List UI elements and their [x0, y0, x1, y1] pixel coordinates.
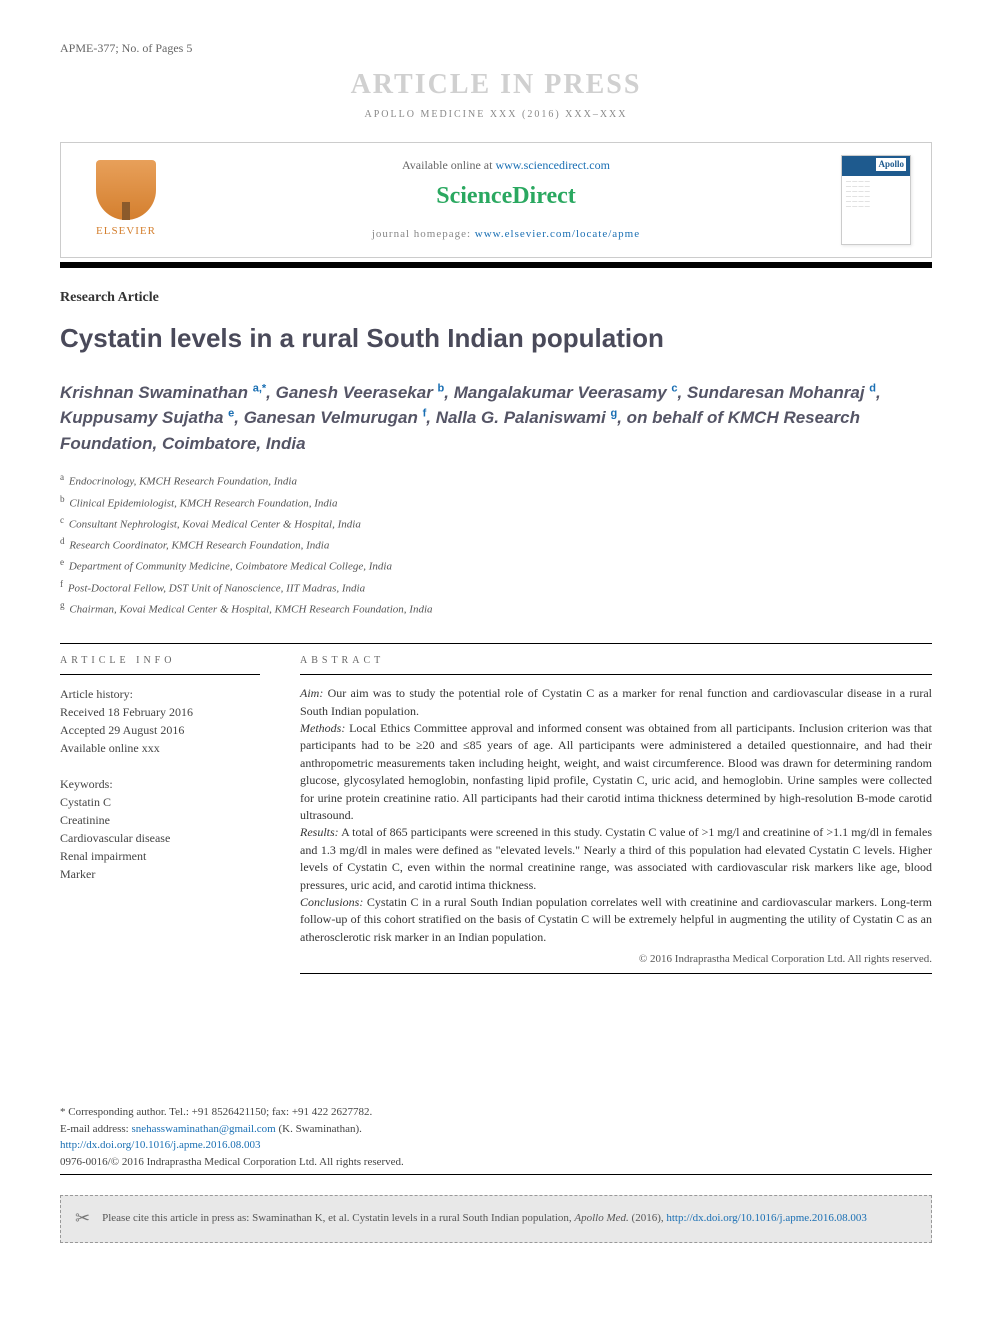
divider: [60, 1174, 932, 1175]
available-date: Available online xxx: [60, 739, 260, 757]
journal-cover-thumbnail: Apollo — — — —— — — —— — — —— — — —— — —…: [841, 155, 911, 245]
elsevier-tree-icon: [96, 160, 156, 220]
issn-copyright: 0976-0016/© 2016 Indraprastha Medical Co…: [60, 1154, 932, 1171]
citation-text: Please cite this article in press as: Sw…: [102, 1212, 574, 1224]
results-label: Results:: [300, 825, 339, 839]
keyword-item: Cardiovascular disease: [60, 829, 260, 847]
doi-link[interactable]: http://dx.doi.org/10.1016/j.apme.2016.08…: [60, 1139, 261, 1151]
email-label: E-mail address:: [60, 1123, 131, 1135]
keywords-label: Keywords:: [60, 775, 260, 793]
publisher-header: ELSEVIER Available online at www.science…: [60, 142, 932, 258]
journal-reference: APOLLO MEDICINE XXX (2016) XXX–XXX: [60, 108, 932, 122]
aim-label: Aim:: [300, 686, 323, 700]
journal-homepage: journal homepage: www.elsevier.com/locat…: [171, 227, 841, 242]
article-info-heading: ARTICLE INFO: [60, 654, 260, 668]
abstract-heading: ABSTRACT: [300, 654, 932, 668]
keyword-item: Renal impairment: [60, 847, 260, 865]
footer-block: * Corresponding author. Tel.: +91 852642…: [60, 1104, 932, 1175]
affiliation-item: e Department of Community Medicine, Coim…: [60, 555, 932, 576]
abstract-body: Aim: Our aim was to study the potential …: [300, 685, 932, 946]
article-title: Cystatin levels in a rural South Indian …: [60, 320, 932, 356]
article-type: Research Article: [60, 288, 932, 308]
aim-text: Our aim was to study the potential role …: [300, 686, 932, 717]
affiliation-item: d Research Coordinator, KMCH Research Fo…: [60, 534, 932, 555]
divider-bar: [60, 262, 932, 268]
scissors-icon: ✂: [75, 1206, 90, 1231]
cover-brand: Apollo: [876, 158, 906, 171]
citation-doi-link[interactable]: http://dx.doi.org/10.1016/j.apme.2016.08…: [666, 1212, 867, 1224]
methods-text: Local Ethics Committee approval and info…: [300, 721, 932, 822]
affiliations-list: a Endocrinology, KMCH Research Foundatio…: [60, 470, 932, 619]
authors-list: Krishnan Swaminathan a,*, Ganesh Veerase…: [60, 380, 932, 457]
affiliation-item: g Chairman, Kovai Medical Center & Hospi…: [60, 598, 932, 619]
divider: [60, 643, 932, 644]
results-text: A total of 865 participants were screene…: [300, 825, 932, 891]
homepage-link[interactable]: www.elsevier.com/locate/apme: [475, 228, 640, 240]
divider: [300, 674, 932, 675]
conclusions-text: Cystatin C in a rural South Indian popul…: [300, 895, 932, 944]
affiliation-item: c Consultant Nephrologist, Kovai Medical…: [60, 513, 932, 534]
available-online: Available online at www.sciencedirect.co…: [171, 157, 841, 174]
abstract-copyright: © 2016 Indraprastha Medical Corporation …: [300, 952, 932, 967]
divider: [60, 674, 260, 675]
model-number: APME-377; No. of Pages 5: [60, 40, 192, 57]
email-paren: (K. Swaminathan).: [276, 1123, 362, 1135]
keyword-item: Cystatin C: [60, 793, 260, 811]
corresponding-author: * Corresponding author. Tel.: +91 852642…: [60, 1104, 932, 1121]
accepted-date: Accepted 29 August 2016: [60, 721, 260, 739]
keyword-item: Creatinine: [60, 811, 260, 829]
sciencedirect-link[interactable]: www.sciencedirect.com: [495, 158, 610, 172]
sciencedirect-logo: ScienceDirect: [171, 180, 841, 214]
article-history: Article history: Received 18 February 20…: [60, 685, 260, 757]
keywords-block: Keywords: Cystatin CCreatinineCardiovasc…: [60, 775, 260, 883]
affiliation-item: a Endocrinology, KMCH Research Foundatio…: [60, 470, 932, 491]
affiliation-item: f Post-Doctoral Fellow, DST Unit of Nano…: [60, 577, 932, 598]
history-label: Article history:: [60, 685, 260, 703]
methods-label: Methods:: [300, 721, 345, 735]
homepage-label: journal homepage:: [372, 228, 475, 240]
available-online-label: Available online at: [402, 158, 495, 172]
received-date: Received 18 February 2016: [60, 703, 260, 721]
citation-journal: Apollo Med.: [574, 1212, 628, 1224]
divider: [300, 973, 932, 974]
conclusions-label: Conclusions:: [300, 895, 363, 909]
affiliation-item: b Clinical Epidemiologist, KMCH Research…: [60, 492, 932, 513]
keyword-item: Marker: [60, 865, 260, 883]
citation-year: (2016),: [629, 1212, 667, 1224]
elsevier-label: ELSEVIER: [96, 224, 156, 239]
elsevier-logo: ELSEVIER: [81, 160, 171, 239]
email-link[interactable]: snehasswaminathan@gmail.com: [131, 1123, 275, 1135]
citation-box: ✂ Please cite this article in press as: …: [60, 1195, 932, 1242]
article-in-press-watermark: ARTICLE IN PRESS: [60, 65, 932, 104]
